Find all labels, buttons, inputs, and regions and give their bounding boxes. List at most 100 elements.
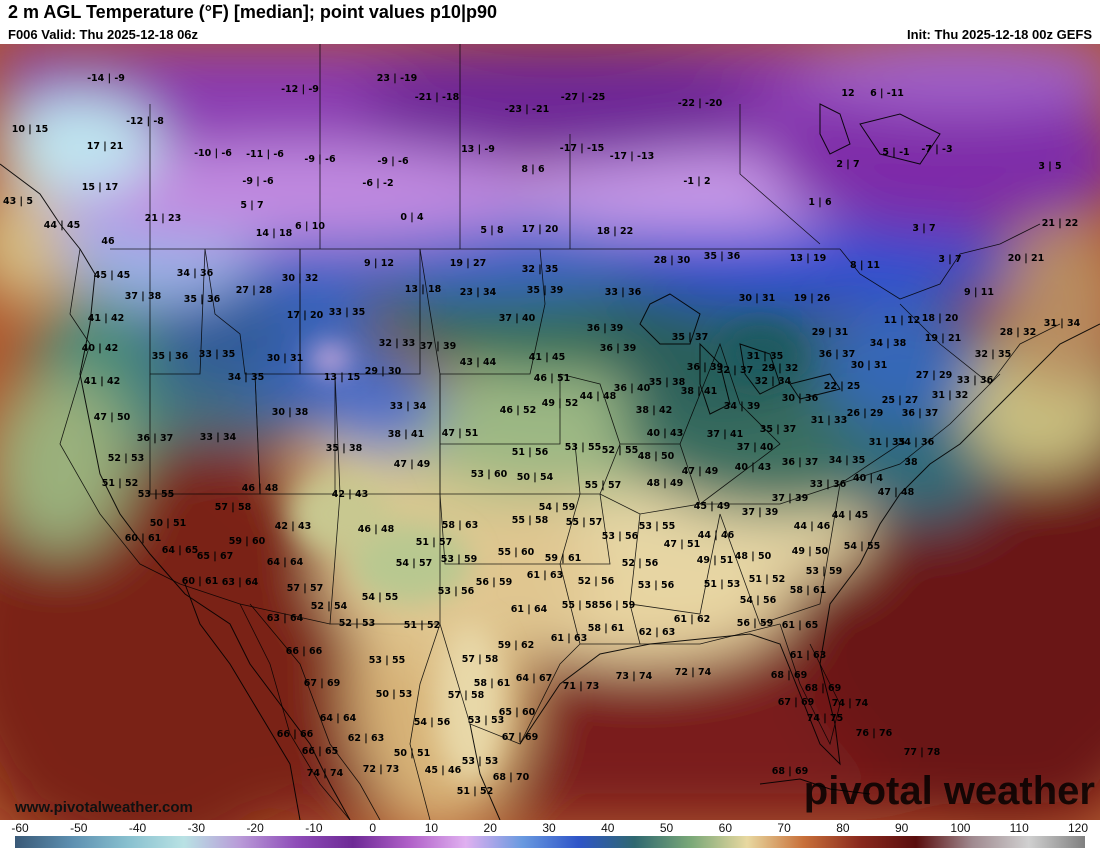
point-value-label: 76 | 76 [856, 728, 893, 739]
point-value-label: 40 | 4 [853, 473, 883, 484]
point-value-label: 12 [841, 88, 854, 99]
point-value-label: 62 | 63 [348, 733, 385, 744]
point-value-label: 68 | 69 [805, 683, 842, 694]
point-value-label: -9 | -6 [304, 154, 336, 165]
point-value-label: 35 | 37 [760, 424, 797, 435]
point-value-label: 36 | 40 [614, 383, 651, 394]
point-value-label: 45 | 45 [94, 270, 131, 281]
colorbar-tick: -60 [11, 821, 29, 835]
point-value-label: -11 | -6 [246, 149, 284, 160]
point-value-label: 56 | 59 [599, 600, 636, 611]
point-value-label: 3 | 7 [912, 223, 935, 234]
point-value-label: 52 | 53 [108, 453, 145, 464]
point-value-label: 52 | 55 [602, 445, 639, 456]
point-value-label: 61 | 65 [782, 620, 819, 631]
point-value-label: 32 | 35 [522, 264, 559, 275]
colorbar-tick: 90 [895, 821, 909, 835]
point-value-label: 46 | 48 [242, 483, 279, 494]
point-value-label: -7 | -3 [921, 144, 952, 155]
point-value-label: 51 | 52 [404, 620, 441, 631]
point-value-label: 2 | 7 [836, 159, 859, 170]
point-value-label: 77 | 78 [904, 747, 941, 758]
point-value-label: 46 [101, 236, 115, 247]
point-value-label: 21 | 22 [1042, 218, 1079, 229]
point-value-label: 40 | 43 [647, 428, 684, 439]
point-value-label: 53 | 55 [639, 521, 676, 532]
point-value-label: 35 | 38 [649, 377, 686, 388]
point-value-label: 58 | 61 [474, 678, 511, 689]
point-value-label: 60 | 61 [125, 533, 162, 544]
point-value-label: 48 | 49 [647, 478, 684, 489]
point-value-label: 51 | 52 [102, 478, 139, 489]
point-value-label: 13 | 19 [790, 253, 827, 264]
point-value-label: 59 | 61 [545, 553, 582, 564]
point-value-label: 51 | 56 [512, 447, 549, 458]
point-value-label: 17 | 21 [87, 141, 124, 152]
point-value-label: 53 | 56 [638, 580, 675, 591]
point-value-label: 45 | 46 [425, 765, 462, 776]
point-value-label: 44 | 45 [832, 510, 869, 521]
point-value-label: 13 | -9 [461, 144, 495, 155]
point-value-label: 36 | 37 [902, 408, 939, 419]
point-value-label: 65 | 60 [499, 707, 536, 718]
point-value-label: 52 | 54 [311, 601, 348, 612]
point-value-label: 40 | 43 [735, 462, 772, 473]
point-value-label: 36 | 39 [687, 362, 724, 373]
colorbar-tick: -20 [246, 821, 264, 835]
point-value-label: 47 | 51 [442, 428, 479, 439]
point-value-label: 55 | 60 [498, 547, 535, 558]
colorbar-tick-labels: -60 -50 -40 -30 -20 -10 0 10 20 30 40 50 60 70 80 90 100… [11, 821, 1088, 835]
point-value-label: 33 | 36 [957, 375, 994, 386]
colorbar-tick: -40 [129, 821, 147, 835]
point-value-label: 34 | 38 [870, 338, 907, 349]
point-value-label: 47 | 48 [878, 487, 915, 498]
point-value-label: 33 | 34 [200, 432, 237, 443]
point-value-label: 5 | 7 [240, 200, 263, 211]
point-value-label: 68 | 70 [493, 772, 530, 783]
point-value-label: 66 | 66 [277, 729, 314, 740]
point-value-label: 49 | 51 [697, 555, 734, 566]
point-value-label: 27 | 29 [916, 370, 953, 381]
point-value-label: 48 | 50 [638, 451, 675, 462]
point-value-label: 33 | 36 [605, 287, 642, 298]
colorbar-tick: 0 [369, 821, 376, 835]
point-value-label: 74 | 74 [307, 768, 344, 779]
point-value-label: -9 | -6 [377, 156, 409, 167]
point-value-label: 74 | 74 [832, 698, 869, 709]
point-value-label: 35 | 37 [672, 332, 709, 343]
point-value-label: 32 | 33 [379, 338, 416, 349]
colorbar-tick: 100 [950, 821, 970, 835]
point-value-label: 52 | 56 [578, 576, 615, 587]
colorbar-tick: 10 [425, 821, 439, 835]
point-value-label: 57 | 58 [215, 502, 252, 513]
colorbar-tick: 120 [1068, 821, 1088, 835]
point-value-label: 37 | 40 [737, 442, 774, 453]
point-value-label: 66 | 65 [302, 746, 339, 757]
point-value-label: 27 | 28 [236, 285, 273, 296]
point-value-label: 8 | 11 [850, 260, 880, 271]
point-value-label: 38 | 41 [681, 386, 718, 397]
point-value-label: 1 | 6 [808, 197, 832, 208]
point-value-label: 53 | 55 [565, 442, 602, 453]
point-value-label: 31 | 34 [1044, 318, 1081, 329]
point-value-label: 37 | 39 [772, 493, 809, 504]
point-value-label: 30 | 36 [782, 393, 819, 404]
point-value-label: 54 | 55 [844, 541, 881, 552]
point-value-label: 28 | 32 [1000, 327, 1037, 338]
point-value-label: -1 | 2 [683, 176, 710, 187]
point-value-label: 74 | 75 [807, 713, 844, 724]
point-value-label: 37 | 38 [125, 291, 162, 302]
point-value-label: 37 | 41 [707, 429, 744, 440]
point-value-label: 19 | 21 [925, 333, 962, 344]
colorbar-tick: 110 [1010, 821, 1029, 835]
init-time: Init: Thu 2025-12-18 00z GEFS [907, 27, 1092, 42]
point-value-label: 72 | 73 [363, 764, 400, 775]
point-value-label: 34 | 35 [829, 455, 866, 466]
point-value-label: 46 | 51 [534, 373, 571, 384]
point-value-label: 53 | 60 [471, 469, 508, 480]
pivotal-weather-logo: pivotal weather [804, 769, 1095, 813]
point-value-label: 47 | 50 [94, 412, 131, 423]
colorbar-tick: 50 [660, 821, 674, 835]
point-value-label: 66 | 66 [286, 646, 323, 657]
colorbar-tick: 60 [719, 821, 733, 835]
